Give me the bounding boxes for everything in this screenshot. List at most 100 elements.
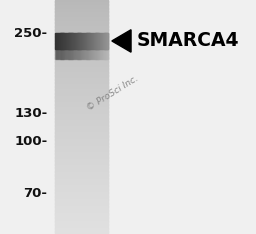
Bar <box>87 33 88 49</box>
Bar <box>55 58 108 59</box>
Bar <box>55 169 108 170</box>
Bar <box>55 161 108 162</box>
Bar <box>55 163 108 164</box>
Bar <box>86 49 87 58</box>
Bar <box>55 86 108 87</box>
Bar <box>55 107 108 108</box>
Bar <box>55 112 108 113</box>
Bar <box>61 33 62 49</box>
Bar <box>55 185 108 186</box>
Bar <box>55 225 108 226</box>
Bar <box>55 184 108 185</box>
Bar <box>55 76 108 77</box>
Bar <box>74 49 76 58</box>
Bar <box>55 187 108 188</box>
Bar <box>55 135 108 136</box>
Bar <box>55 77 108 78</box>
Bar <box>69 49 70 58</box>
Bar <box>64 33 65 49</box>
Bar <box>55 189 108 190</box>
Bar <box>62 49 63 58</box>
Bar <box>92 49 93 58</box>
Bar <box>55 4 108 5</box>
Bar <box>86 49 87 58</box>
Bar <box>55 211 108 212</box>
Bar <box>55 229 108 230</box>
Bar <box>55 185 108 186</box>
Bar <box>73 49 74 58</box>
Bar <box>55 220 108 221</box>
Bar <box>55 233 108 234</box>
Bar <box>70 49 71 58</box>
Bar <box>97 49 98 58</box>
Bar <box>55 50 108 51</box>
Bar <box>61 49 62 58</box>
Bar <box>55 200 108 201</box>
Bar <box>55 199 108 200</box>
Bar <box>55 67 108 68</box>
Bar <box>55 154 108 155</box>
Bar <box>55 73 108 74</box>
Bar <box>55 128 108 129</box>
Bar <box>85 49 86 58</box>
Bar <box>55 72 108 73</box>
Bar <box>55 52 108 53</box>
Bar <box>95 49 96 58</box>
Bar <box>55 150 108 151</box>
Bar <box>55 171 108 172</box>
Bar <box>105 33 106 49</box>
Bar <box>85 33 86 49</box>
Bar <box>71 49 72 58</box>
Bar <box>66 49 67 58</box>
Bar <box>55 106 108 107</box>
Bar <box>60 33 61 49</box>
Bar <box>82 49 83 58</box>
Bar <box>98 49 99 58</box>
Bar <box>55 181 108 182</box>
Bar <box>55 152 108 153</box>
Bar <box>71 49 72 58</box>
Bar <box>55 132 108 133</box>
Bar <box>65 33 66 49</box>
Bar <box>55 47 108 48</box>
Bar <box>55 131 108 132</box>
Bar <box>55 196 108 197</box>
Bar <box>55 196 108 197</box>
Bar <box>55 228 108 229</box>
Bar <box>104 33 105 49</box>
Bar <box>88 33 89 49</box>
Bar <box>55 26 108 27</box>
Bar <box>55 81 108 82</box>
Bar <box>68 49 69 58</box>
Bar <box>55 128 108 129</box>
Bar <box>83 49 84 58</box>
Bar <box>55 91 108 92</box>
Bar <box>76 33 77 49</box>
Bar <box>90 49 91 58</box>
Bar <box>55 198 108 199</box>
Bar <box>55 59 108 60</box>
Bar <box>55 107 108 108</box>
Bar <box>55 17 108 18</box>
Bar <box>69 33 70 49</box>
Bar <box>55 83 108 84</box>
Bar <box>55 12 108 13</box>
Bar <box>55 72 108 73</box>
Bar <box>82 33 83 49</box>
Bar <box>55 172 108 173</box>
Bar <box>55 32 108 33</box>
Bar <box>97 33 98 49</box>
Bar <box>55 197 108 198</box>
Bar <box>60 49 61 58</box>
Bar <box>55 217 108 218</box>
Bar <box>94 49 95 58</box>
Bar <box>55 51 108 52</box>
Bar <box>55 85 108 86</box>
Bar <box>77 33 78 49</box>
Bar <box>85 49 86 58</box>
Bar <box>55 69 108 70</box>
Bar <box>55 127 108 128</box>
Bar <box>71 33 72 49</box>
Bar <box>80 33 81 49</box>
Bar <box>55 167 108 168</box>
